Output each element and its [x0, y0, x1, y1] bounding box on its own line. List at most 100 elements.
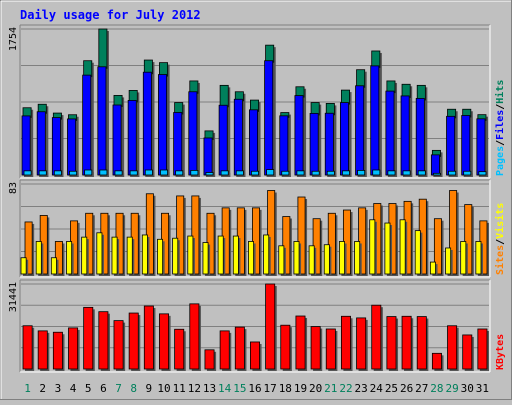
x-tick-5: 5 [85, 382, 92, 395]
bar-sites-2 [35, 241, 44, 276]
bar-sites-7 [111, 236, 120, 276]
bar-kbytes-29 [447, 325, 459, 371]
bar-pages-11 [175, 170, 185, 177]
x-tick-8: 8 [130, 382, 137, 395]
bar-sites-5 [81, 236, 89, 276]
bar-visits-9 [145, 193, 156, 276]
legend-item-files: Files [494, 110, 506, 140]
bar-kbytes-25 [386, 316, 399, 371]
bar-kbytes-20 [310, 326, 323, 371]
bar-files-14 [218, 104, 230, 177]
bar-files-22 [339, 102, 351, 177]
x-tick-29: 29 [445, 382, 458, 395]
bar-kbytes-6 [98, 311, 110, 371]
bar-pages-14 [220, 170, 231, 177]
legend-item-kbytes: KBytes [495, 334, 506, 370]
x-tick-26: 26 [400, 382, 413, 395]
bar-files-31 [476, 118, 487, 177]
legend-separator: / [495, 239, 506, 245]
bar-files-23 [355, 85, 366, 177]
bar-kbytes-5 [83, 306, 95, 371]
bar-visits-1 [24, 221, 35, 276]
bar-sites-28 [429, 261, 438, 276]
bar-files-13 [203, 137, 215, 177]
x-tick-15: 15 [233, 382, 246, 395]
bar-sites-1 [20, 257, 29, 276]
x-tick-13: 13 [203, 382, 216, 395]
bar-kbytes-22 [340, 315, 353, 371]
bar-files-15 [233, 98, 245, 177]
bar-kbytes-13 [204, 349, 217, 371]
bar-sites-24 [369, 219, 377, 276]
bar-sites-26 [399, 219, 408, 276]
bar-kbytes-31 [477, 328, 489, 371]
bar-visits-18 [282, 216, 292, 276]
bar-kbytes-8 [128, 312, 141, 371]
bar-sites-22 [338, 241, 347, 276]
bar-pages-9 [144, 169, 155, 177]
bar-files-19 [294, 95, 306, 177]
x-tick-14: 14 [218, 382, 232, 395]
bar-pages-24 [372, 169, 382, 177]
bar-files-1 [21, 115, 33, 177]
bar-sites-6 [96, 232, 104, 276]
bar-sites-10 [157, 238, 165, 276]
x-tick-6: 6 [100, 382, 107, 395]
x-tick-12: 12 [188, 382, 201, 395]
bar-pages-8 [129, 170, 140, 177]
bar-pages-26 [402, 170, 413, 177]
bar-kbytes-9 [143, 305, 156, 371]
bar-pages-13 [205, 172, 216, 177]
bar-sites-13 [202, 242, 211, 276]
bar-pages-3 [53, 170, 64, 177]
legend-item-hits: Hits [494, 80, 506, 104]
bar-pages-23 [357, 170, 367, 177]
x-tick-labels: 1 2 3 4 5 6 7 8 9 10 11 12 13 14 15 16 17 18 19 20 21 22 23 24 2… [24, 382, 489, 395]
bar-kbytes-21 [325, 328, 338, 371]
bar-sites-31 [475, 241, 483, 276]
bar-sites-15 [232, 235, 241, 276]
bar-files-2 [36, 111, 48, 177]
bar-files-21 [324, 112, 336, 177]
x-tick-10: 10 [157, 382, 170, 395]
x-tick-21: 21 [324, 382, 337, 395]
bar-visits-16 [252, 207, 262, 276]
bar-kbytes-24 [371, 304, 383, 371]
bar-pages-30 [463, 170, 473, 177]
bar-files-4 [67, 118, 78, 177]
bar-kbytes-15 [234, 326, 247, 371]
legend-visits: Sites/Visits [494, 203, 506, 275]
bar-files-11 [173, 112, 184, 177]
bar-sites-18 [278, 245, 286, 276]
bar-sites-23 [354, 241, 362, 276]
bar-sites-19 [293, 241, 302, 276]
bar-pages-18 [281, 170, 291, 177]
bar-pages-21 [326, 170, 337, 177]
bar-pages-16 [251, 170, 261, 177]
x-tick-19: 19 [294, 382, 307, 395]
bar-kbytes-18 [280, 324, 292, 371]
bar-files-8 [127, 100, 139, 177]
bar-kbytes-23 [356, 317, 368, 371]
legend-hits: Pages/Files/Hits [494, 80, 506, 176]
bar-sites-16 [248, 241, 256, 276]
bar-kbytes-28 [431, 352, 444, 371]
bar-sites-9 [141, 234, 150, 276]
ymax-label-visits: 83 [8, 182, 19, 194]
bar-sites-8 [126, 236, 135, 276]
x-tick-27: 27 [415, 382, 428, 395]
bar-kbytes-16 [250, 341, 262, 371]
bar-pages-5 [84, 169, 94, 177]
bar-files-20 [309, 113, 321, 177]
ymax-label-hits: 1754 [8, 27, 19, 51]
legend-item-visits: Visits [494, 203, 506, 239]
bar-files-27 [415, 98, 427, 177]
legend-separator: / [495, 104, 506, 110]
bar-files-17 [264, 60, 275, 177]
bar-kbytes-11 [174, 328, 186, 371]
legend-separator: / [495, 140, 506, 146]
x-tick-25: 25 [385, 382, 398, 395]
bar-files-25 [385, 90, 397, 177]
bar-sites-14 [217, 235, 226, 276]
